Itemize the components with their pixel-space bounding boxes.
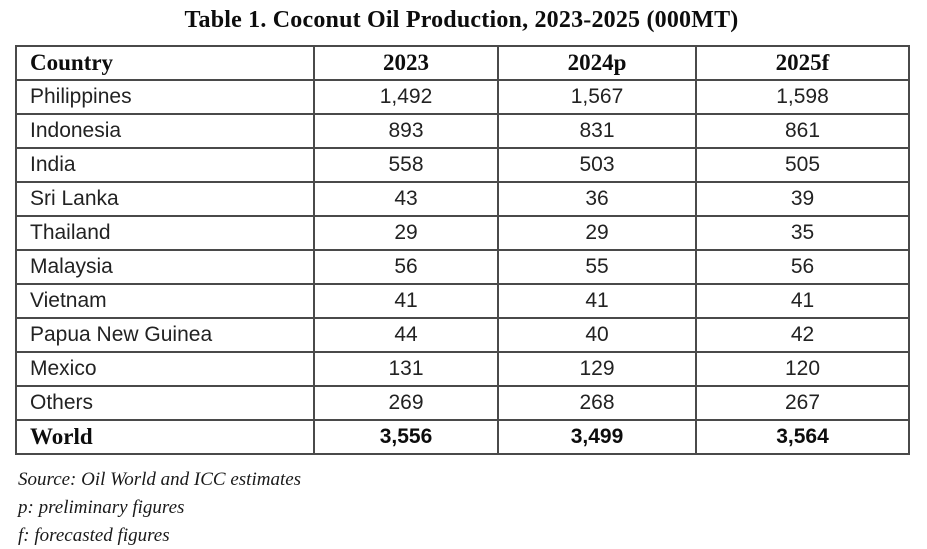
table-row-world-total: World 3,556 3,499 3,564 <box>15 419 910 455</box>
column-header-country: Country <box>15 45 315 81</box>
column-header-2023: 2023 <box>313 45 499 81</box>
total-cell-2024p: 3,499 <box>497 419 697 455</box>
value-cell-2024p: 41 <box>497 283 697 319</box>
country-cell: Mexico <box>15 351 315 387</box>
table-row: Papua New Guinea 44 40 42 <box>15 317 910 353</box>
value-cell-2025f: 1,598 <box>695 79 910 115</box>
value-cell-2023: 56 <box>313 249 499 285</box>
footnotes: Source: Oil World and ICC estimates p: p… <box>18 466 301 549</box>
value-cell-2024p: 55 <box>497 249 697 285</box>
country-cell: Indonesia <box>15 113 315 149</box>
table-row: India 558 503 505 <box>15 147 910 183</box>
preliminary-note: p: preliminary figures <box>18 497 185 518</box>
forecast-note: f: forecasted figures <box>18 525 170 546</box>
value-cell-2025f: 35 <box>695 215 910 251</box>
value-cell-2024p: 29 <box>497 215 697 251</box>
value-cell-2024p: 129 <box>497 351 697 387</box>
value-cell-2024p: 36 <box>497 181 697 217</box>
value-cell-2024p: 1,567 <box>497 79 697 115</box>
value-cell-2025f: 267 <box>695 385 910 421</box>
country-cell: India <box>15 147 315 183</box>
source-note: Source: Oil World and ICC estimates <box>18 469 302 490</box>
country-cell-world: World <box>15 419 315 455</box>
value-cell-2023: 893 <box>313 113 499 149</box>
value-cell-2024p: 503 <box>497 147 697 183</box>
country-cell: Vietnam <box>15 283 315 319</box>
table-row: Malaysia 56 55 56 <box>15 249 910 285</box>
table-row: Sri Lanka 43 36 39 <box>15 181 910 217</box>
value-cell-2023: 269 <box>313 385 499 421</box>
value-cell-2025f: 42 <box>695 317 910 353</box>
table-row: Vietnam 41 41 41 <box>15 283 910 319</box>
value-cell-2025f: 41 <box>695 283 910 319</box>
value-cell-2025f: 505 <box>695 147 910 183</box>
table-title: Table 1. Coconut Oil Production, 2023-20… <box>184 7 739 33</box>
table-row: Mexico 131 129 120 <box>15 351 910 387</box>
value-cell-2024p: 40 <box>497 317 697 353</box>
value-cell-2025f: 56 <box>695 249 910 285</box>
value-cell-2025f: 39 <box>695 181 910 217</box>
value-cell-2025f: 120 <box>695 351 910 387</box>
total-cell-2023: 3,556 <box>313 419 499 455</box>
table-row: Thailand 29 29 35 <box>15 215 910 251</box>
country-cell: Others <box>15 385 315 421</box>
value-cell-2023: 44 <box>313 317 499 353</box>
table-row: Philippines 1,492 1,567 1,598 <box>15 79 910 115</box>
value-cell-2024p: 268 <box>497 385 697 421</box>
country-cell: Philippines <box>15 79 315 115</box>
table-row: Indonesia 893 831 861 <box>15 113 910 149</box>
value-cell-2023: 1,492 <box>313 79 499 115</box>
value-cell-2023: 43 <box>313 181 499 217</box>
country-cell: Thailand <box>15 215 315 251</box>
total-cell-2025f: 3,564 <box>695 419 910 455</box>
column-header-2024p: 2024p <box>497 45 697 81</box>
value-cell-2023: 29 <box>313 215 499 251</box>
value-cell-2023: 558 <box>313 147 499 183</box>
value-cell-2024p: 831 <box>497 113 697 149</box>
country-cell: Papua New Guinea <box>15 317 315 353</box>
country-cell: Sri Lanka <box>15 181 315 217</box>
table-row: Others 269 268 267 <box>15 385 910 421</box>
value-cell-2025f: 861 <box>695 113 910 149</box>
column-header-2025f: 2025f <box>695 45 910 81</box>
coconut-oil-production-table: Country 2023 2024p 2025f Philippines 1,4… <box>15 45 910 455</box>
header-row: Country 2023 2024p 2025f <box>15 45 910 81</box>
value-cell-2023: 131 <box>313 351 499 387</box>
value-cell-2023: 41 <box>313 283 499 319</box>
country-cell: Malaysia <box>15 249 315 285</box>
